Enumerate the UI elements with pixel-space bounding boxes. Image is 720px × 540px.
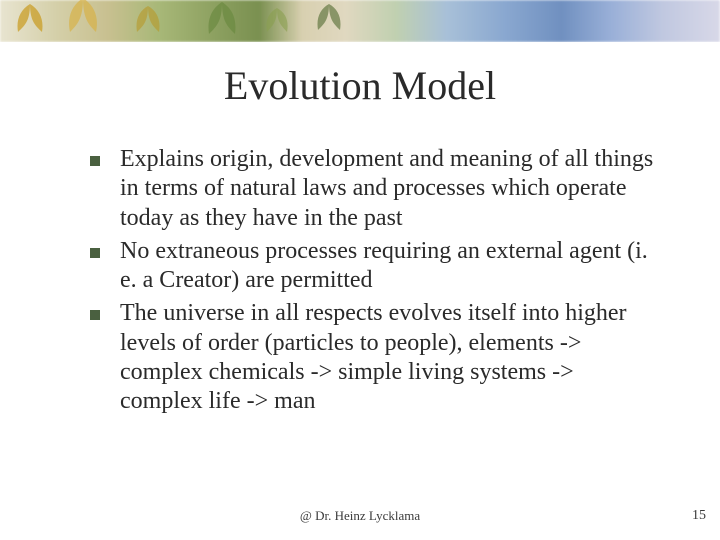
bullet-square-icon: [90, 310, 100, 320]
bullet-square-icon: [90, 156, 100, 166]
list-item: The universe in all respects evolves its…: [90, 299, 660, 416]
list-item: Explains origin, development and meaning…: [90, 145, 660, 233]
page-number: 15: [692, 508, 706, 524]
leaf-icon: [60, 0, 106, 42]
leaf-icon: [130, 4, 166, 40]
slide-title: Evolution Model: [0, 62, 720, 109]
banner-gradient: [0, 0, 720, 42]
leaf-icon: [310, 2, 348, 40]
bullet-text: Explains origin, development and meaning…: [120, 145, 660, 233]
decorative-banner: [0, 0, 720, 42]
leaf-icon: [260, 6, 294, 40]
leaf-icon: [10, 2, 50, 42]
bullet-text: The universe in all respects evolves its…: [120, 299, 660, 416]
bullet-text: No extraneous processes requiring an ext…: [120, 237, 660, 296]
leaf-icon: [200, 0, 244, 42]
bullet-list: Explains origin, development and meaning…: [90, 145, 660, 420]
bullet-square-icon: [90, 248, 100, 258]
footer-credit: @ Dr. Heinz Lycklama: [0, 508, 720, 524]
list-item: No extraneous processes requiring an ext…: [90, 237, 660, 296]
